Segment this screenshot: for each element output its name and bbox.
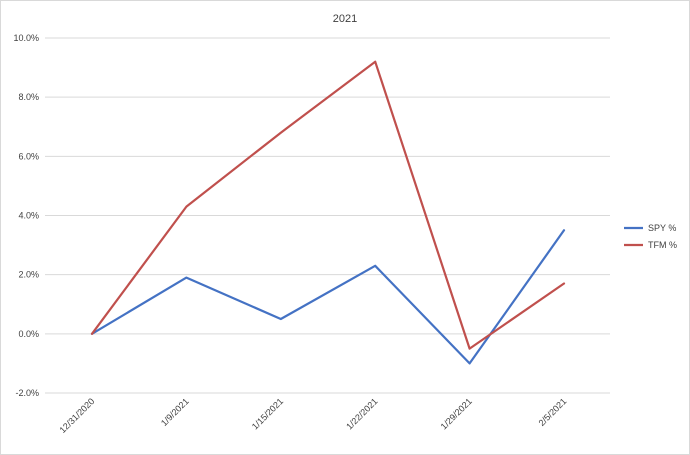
legend: SPY % TFM % (624, 223, 677, 250)
y-axis-ticks: -2.0% 0.0% 2.0% 4.0% 6.0% 8.0% 10.0% (13, 33, 39, 398)
y-tick-label: 0.0% (18, 329, 39, 339)
gridlines (45, 37, 610, 394)
series-lines (90, 60, 566, 365)
y-tick-label: 10.0% (13, 33, 39, 43)
legend-label: TFM % (648, 240, 677, 250)
chart-title: 2021 (333, 13, 357, 25)
x-axis-ticks: 12/31/2020 1/9/2021 1/15/2021 1/22/2021 1/29… (57, 396, 568, 435)
x-tick-label: 1/9/2021 (159, 396, 191, 428)
y-tick-label: 8.0% (18, 92, 39, 102)
x-tick-label: 1/29/2021 (439, 396, 474, 431)
y-tick-label: -2.0% (15, 388, 39, 398)
legend-label: SPY % (648, 223, 676, 233)
y-tick-label: 4.0% (18, 211, 39, 221)
series-line-tfm (90, 60, 566, 350)
x-tick-label: 12/31/2020 (57, 396, 96, 435)
x-tick-label: 2/5/2021 (537, 396, 569, 428)
x-tick-label: 1/22/2021 (344, 396, 379, 431)
y-tick-label: 6.0% (18, 151, 39, 161)
x-tick-label: 1/15/2021 (250, 396, 285, 431)
series-line-spy (90, 229, 566, 365)
y-tick-label: 2.0% (18, 270, 39, 280)
